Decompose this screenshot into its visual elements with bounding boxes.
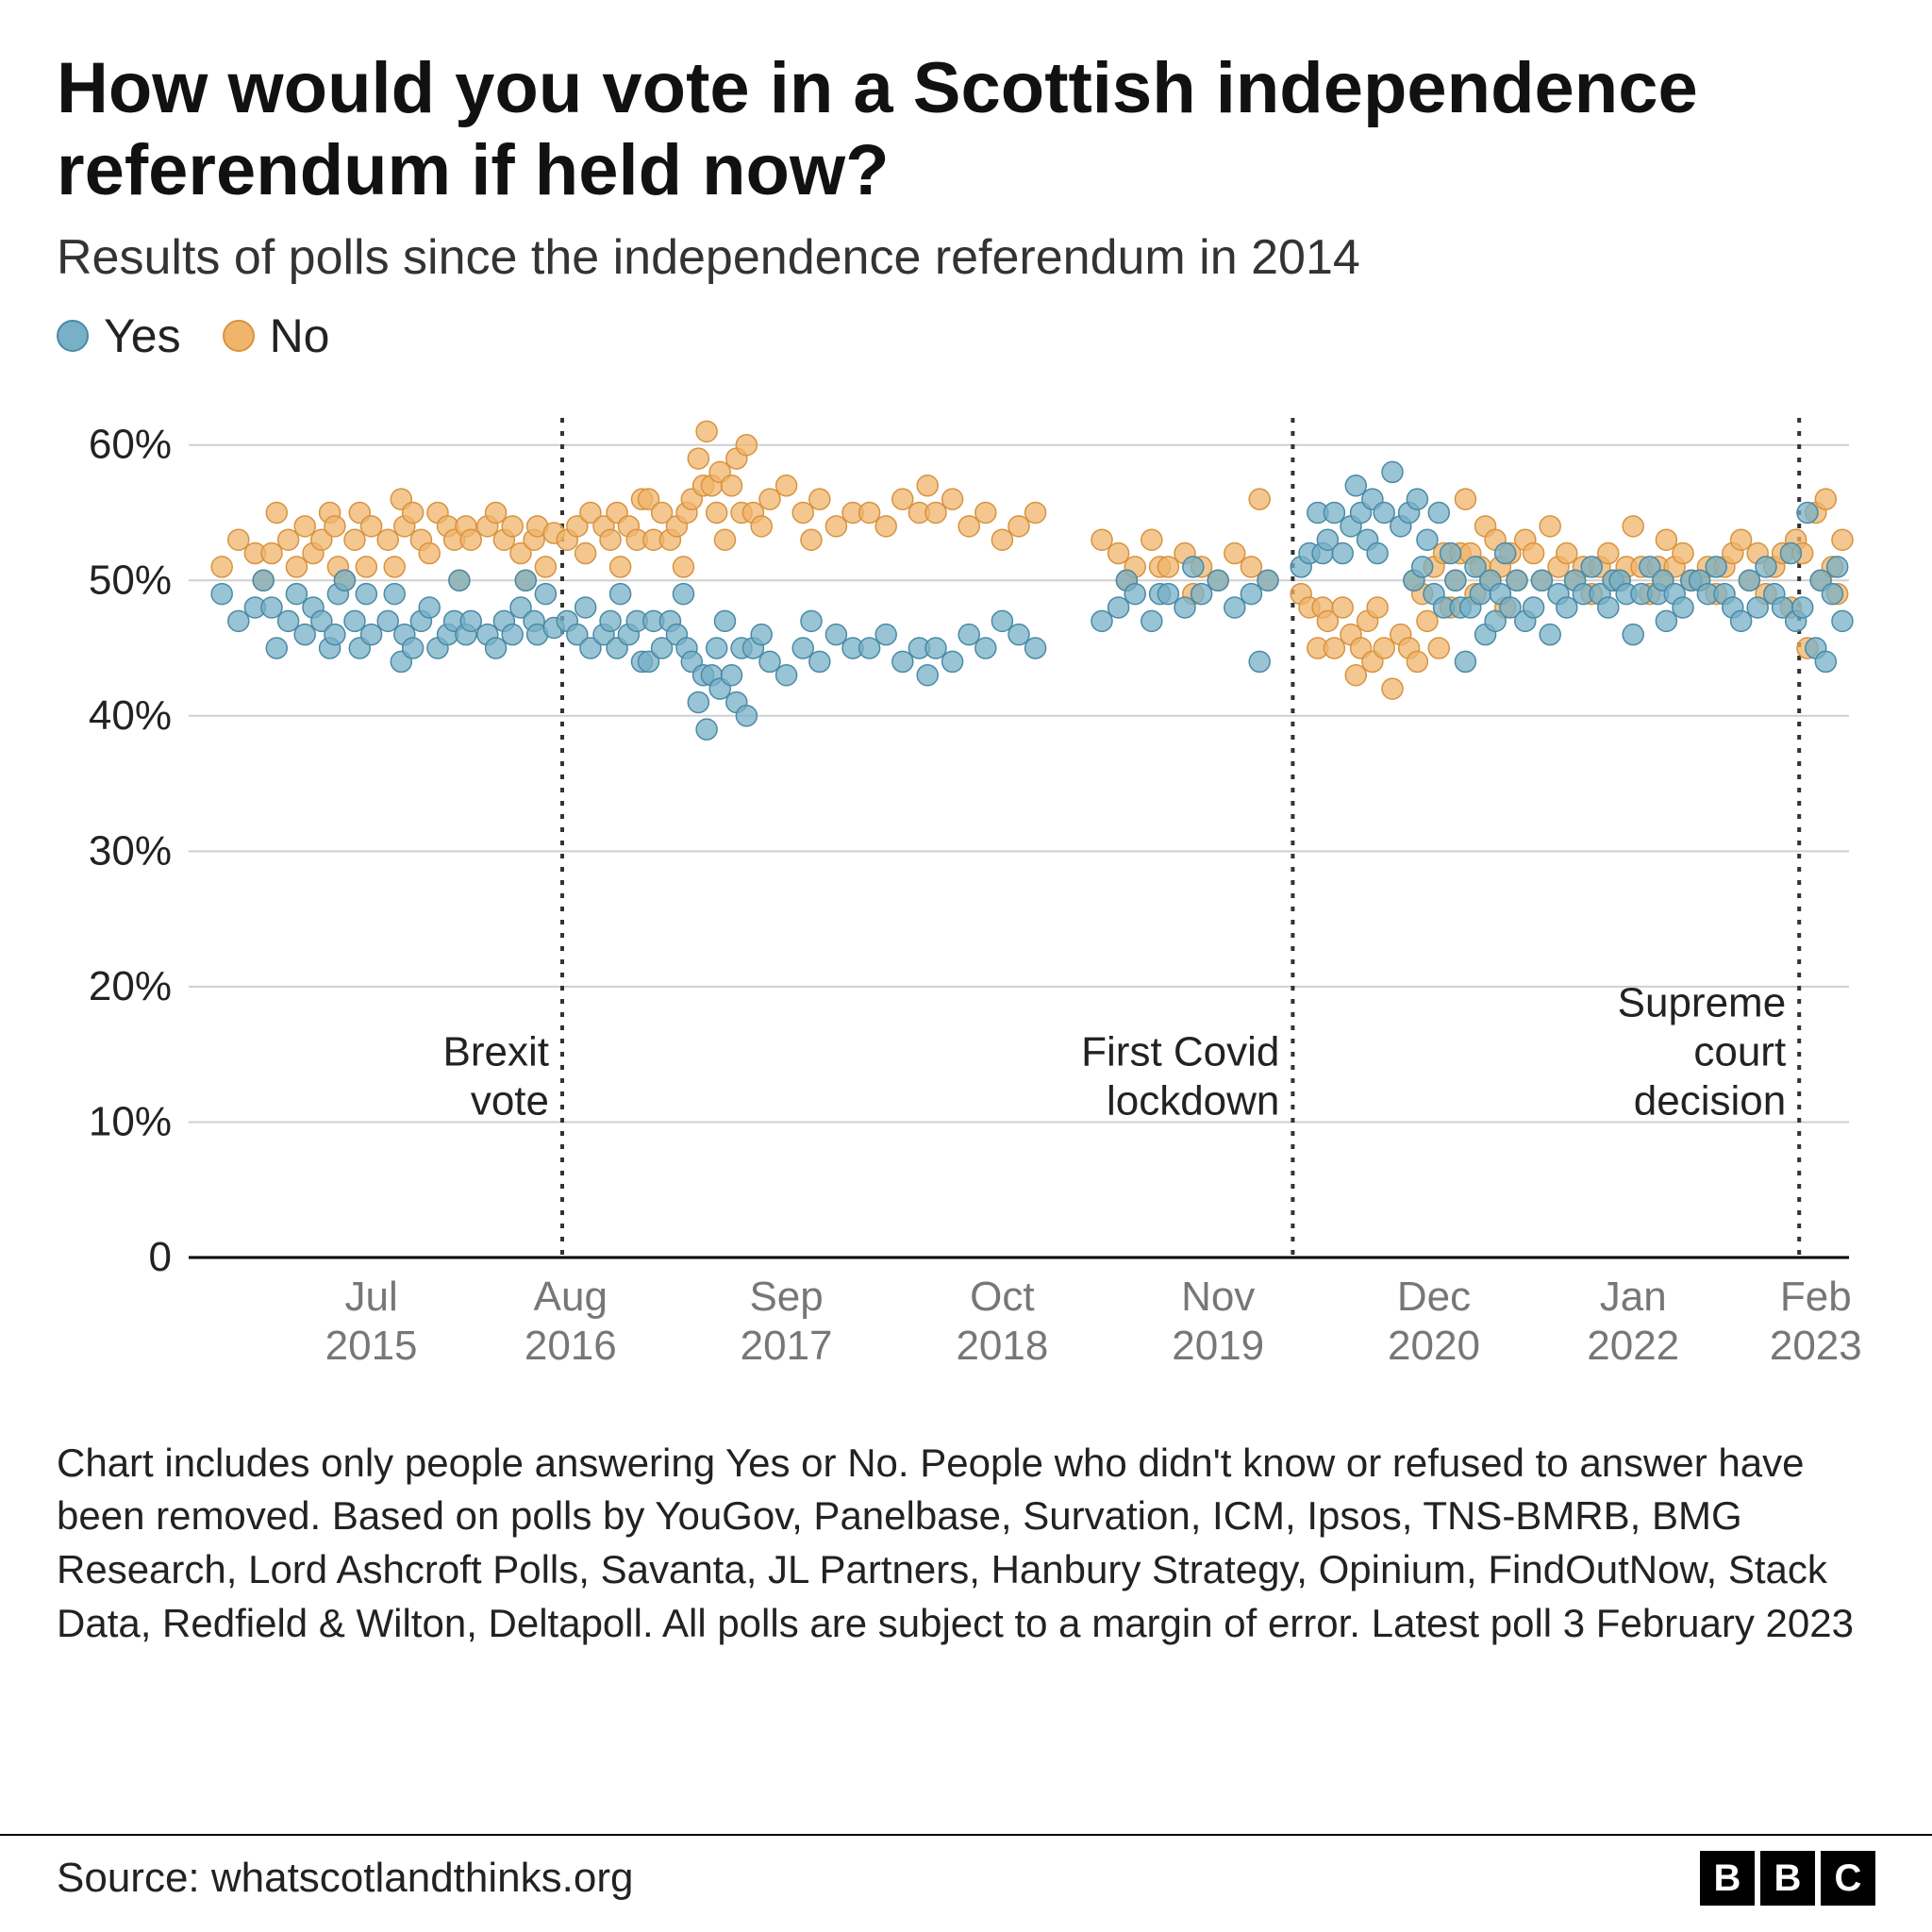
svg-text:Sep: Sep (749, 1274, 823, 1320)
legend: Yes No (57, 308, 1875, 363)
svg-text:2022: 2022 (1587, 1323, 1679, 1369)
bbc-block: C (1821, 1851, 1875, 1906)
svg-text:court: court (1693, 1028, 1786, 1074)
svg-text:2016: 2016 (525, 1323, 617, 1369)
svg-text:decision: decision (1634, 1077, 1786, 1124)
svg-text:50%: 50% (89, 557, 172, 603)
svg-text:Feb: Feb (1780, 1274, 1852, 1320)
scatter-chart: 0 10% 20% 30% 40% 50% 60% Brexitvote First Covid… (66, 399, 1868, 1390)
chart-title: How would you vote in a Scottish indepen… (57, 47, 1875, 212)
svg-text:Jan: Jan (1600, 1274, 1667, 1320)
bbc-block: B (1760, 1851, 1815, 1906)
svg-text:Dec: Dec (1397, 1274, 1471, 1320)
legend-label-yes: Yes (104, 308, 181, 363)
svg-text:30%: 30% (89, 827, 172, 874)
chart-svg: 0 10% 20% 30% 40% 50% 60% Brexitvote First Covid… (66, 399, 1868, 1390)
svg-text:Supreme: Supreme (1618, 979, 1787, 1025)
bbc-logo: BBC (1700, 1851, 1875, 1906)
svg-text:Jul: Jul (344, 1274, 397, 1320)
svg-text:Oct: Oct (970, 1274, 1034, 1320)
chart-container: How would you vote in a Scottish indepen… (0, 0, 1932, 1932)
svg-text:10%: 10% (89, 1098, 172, 1144)
svg-text:60%: 60% (89, 421, 172, 467)
svg-text:2017: 2017 (741, 1323, 833, 1369)
legend-swatch-yes (57, 320, 89, 352)
legend-item-no: No (223, 308, 330, 363)
svg-text:40%: 40% (89, 692, 172, 739)
bbc-block: B (1700, 1851, 1755, 1906)
chart-footnote: Chart includes only people answering Yes… (57, 1437, 1868, 1651)
source-text: Source: whatscotlandthinks.org (57, 1855, 633, 1902)
svg-text:2020: 2020 (1388, 1323, 1480, 1369)
svg-text:20%: 20% (89, 963, 172, 1009)
svg-text:2023: 2023 (1770, 1323, 1862, 1369)
legend-item-yes: Yes (57, 308, 181, 363)
svg-text:Aug: Aug (534, 1274, 608, 1320)
svg-text:0: 0 (149, 1234, 172, 1280)
legend-label-no: No (270, 308, 330, 363)
svg-text:Brexit: Brexit (443, 1028, 549, 1074)
svg-text:First Covid: First Covid (1081, 1028, 1279, 1074)
svg-text:Nov: Nov (1181, 1274, 1255, 1320)
svg-text:2018: 2018 (956, 1323, 1048, 1369)
svg-text:2019: 2019 (1172, 1323, 1264, 1369)
svg-text:vote: vote (471, 1077, 549, 1124)
svg-text:lockdown: lockdown (1107, 1077, 1279, 1124)
source-bar: Source: whatscotlandthinks.org BBC (0, 1834, 1932, 1932)
legend-swatch-no (223, 320, 255, 352)
chart-subtitle: Results of polls since the independence … (57, 229, 1875, 286)
svg-text:2015: 2015 (325, 1323, 418, 1369)
